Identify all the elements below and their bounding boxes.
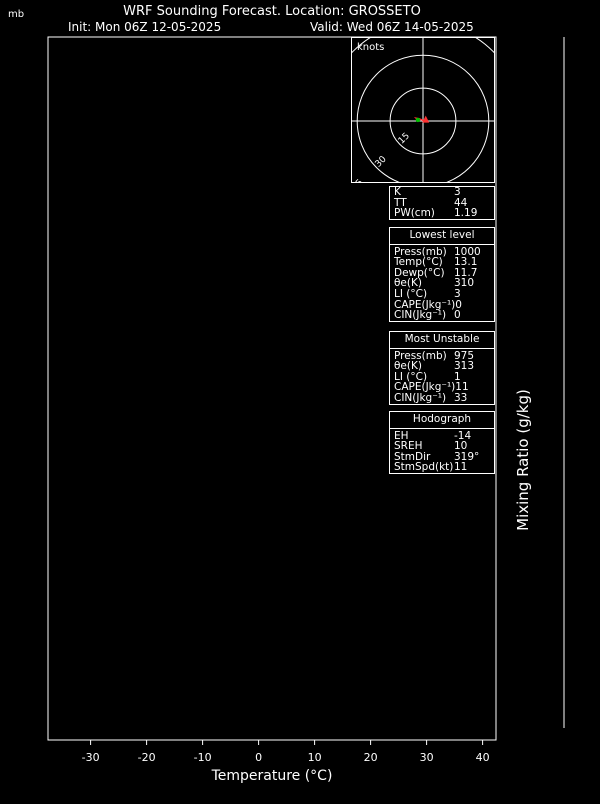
mixing-ratio-axis-title: Mixing Ratio (g/kg) <box>514 389 532 531</box>
index-row-label: K <box>394 186 401 198</box>
lowest-level-row-label: CIN(Jkg⁻¹) <box>394 309 447 322</box>
hodograph-stats-box: Hodograph EH -14 SREH 10 StmDir 319° StmSpd(kt)… <box>389 411 495 474</box>
index-row: TT 44 <box>390 196 494 209</box>
most-unstable-row-value: 11 <box>455 381 469 394</box>
hodograph-panel: knots153045 <box>323 21 523 221</box>
x-tick-label: -10 <box>194 751 212 764</box>
hodograph-svg: knots153045 <box>323 21 523 221</box>
lowest-level-row-value: 310 <box>454 277 475 290</box>
x-tick-label: 0 <box>255 751 262 764</box>
index-row-label: PW(cm) <box>394 207 435 220</box>
x-tick-label: 10 <box>308 751 322 764</box>
lowest-level-row-label: Dewp(°C) <box>394 266 445 279</box>
lowest-level-row: CAPE(Jkg⁻¹) 0 <box>390 298 494 311</box>
index-row: PW(cm) 1.19 <box>390 208 494 219</box>
x-tick-label: 30 <box>420 751 434 764</box>
most-unstable-row-label: θe(K) <box>394 360 422 373</box>
hodograph-stats-row-label: StmSpd(kt) <box>394 461 454 474</box>
lowest-level-row-label: LI (°C) <box>394 287 428 300</box>
chart-title: WRF Sounding Forecast. Location: GROSSET… <box>123 4 421 19</box>
hodograph-label: knots <box>357 42 384 53</box>
lowest-level-row-value: 1000 <box>454 245 481 258</box>
index-row-value: 44 <box>454 196 468 209</box>
hodograph-ring-label: 45 <box>352 178 365 182</box>
x-axis-title: Temperature (°C) <box>211 768 333 784</box>
most-unstable-row-label: CIN(Jkg⁻¹) <box>394 391 447 404</box>
lowest-level-row-value: 0 <box>455 298 462 311</box>
most-unstable-row-label: CAPE(Jkg⁻¹) <box>394 381 456 394</box>
lowest-level-row: CIN(Jkg⁻¹) 0 <box>390 310 494 321</box>
hodograph-stats-row-label: SREH <box>394 440 423 453</box>
x-tick-label: 20 <box>364 751 378 764</box>
index-row-value: 3 <box>454 186 461 198</box>
index-row-value: 1.19 <box>454 207 478 220</box>
lowest-level-title: Lowest level <box>390 228 494 245</box>
general-indices-box: K 3 TT 44 PW(cm) 1.19 <box>389 186 495 220</box>
most-unstable-row: CIN(Jkg⁻¹) 33 <box>390 393 494 404</box>
hodograph-stats-row-label: StmDir <box>394 450 431 463</box>
most-unstable-row-value: 313 <box>454 360 475 373</box>
most-unstable-row: LI (°C) 1 <box>390 372 494 383</box>
x-tick-label: -30 <box>82 751 100 764</box>
lowest-level-row: Temp(°C) 13.1 <box>390 257 494 268</box>
most-unstable-row: Press(mb) 975 <box>390 349 494 362</box>
plot-frame <box>47 36 497 741</box>
most-unstable-box: Most Unstable Press(mb) 975 θe(K) 313 LI (°C)… <box>389 331 495 405</box>
pressure-unit-label: mb <box>8 9 24 20</box>
lowest-level-row-label: Press(mb) <box>394 245 447 258</box>
x-tick-label: 40 <box>476 751 490 764</box>
hodograph-stats-row-label: EH <box>394 429 409 442</box>
most-unstable-row-label: LI (°C) <box>394 370 428 383</box>
hodograph-stats-row: StmSpd(kt) 11 <box>390 462 494 473</box>
hodograph-stats-row: StmDir 319° <box>390 452 494 463</box>
hodograph-start-dot <box>415 117 421 123</box>
most-unstable-title: Most Unstable <box>390 332 494 349</box>
most-unstable-row-value: 33 <box>454 391 468 404</box>
storm-motion-marker <box>422 115 430 123</box>
hodograph-stats-row-value: 10 <box>454 440 468 453</box>
hodograph-stats-row-value: -14 <box>454 429 472 442</box>
lowest-level-row: LI (°C) 3 <box>390 289 494 300</box>
lowest-level-row: θe(K) 310 <box>390 278 494 289</box>
hodograph-stats-row-value: 11 <box>454 461 468 474</box>
most-unstable-row-value: 1 <box>454 370 461 383</box>
most-unstable-row: CAPE(Jkg⁻¹) 11 <box>390 382 494 393</box>
hodograph-stats-title: Hodograph <box>390 412 494 429</box>
hodograph-stats-row: SREH 10 <box>390 441 494 452</box>
lowest-level-row: Press(mb) 1000 <box>390 245 494 258</box>
lowest-level-row-value: 11.7 <box>454 266 478 279</box>
lowest-level-row: Dewp(°C) 11.7 <box>390 268 494 279</box>
hodograph-stats-row: EH -14 <box>390 429 494 442</box>
lowest-level-row-value: 3 <box>454 287 461 300</box>
lowest-level-row-value: 13.1 <box>454 256 478 269</box>
lowest-level-row-label: Temp(°C) <box>394 256 443 269</box>
index-row-label: TT <box>394 196 407 209</box>
lowest-level-box: Lowest level Press(mb) 1000 Temp(°C) 13.1 Dew… <box>389 227 495 322</box>
lowest-level-row-label: CAPE(Jkg⁻¹) <box>394 298 456 311</box>
hodograph-stats-row-value: 319° <box>454 450 480 463</box>
valid-time: Valid: Wed 06Z 14-05-2025 <box>310 20 474 34</box>
lowest-level-row-label: θe(K) <box>394 277 422 290</box>
lowest-level-row-value: 0 <box>454 309 461 322</box>
most-unstable-row-label: Press(mb) <box>394 349 447 362</box>
most-unstable-row: θe(K) 313 <box>390 361 494 372</box>
x-tick-label: -20 <box>138 751 156 764</box>
most-unstable-row-value: 975 <box>454 349 475 362</box>
init-time: Init: Mon 06Z 12-05-2025 <box>68 20 221 34</box>
